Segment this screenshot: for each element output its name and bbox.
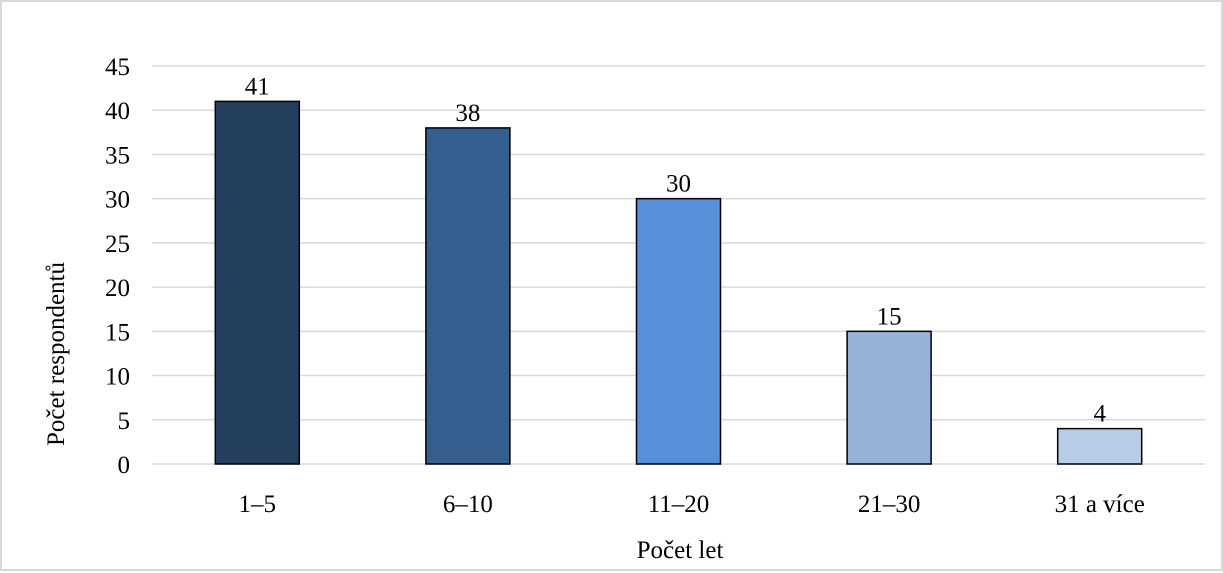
y-tick-label: 35 xyxy=(105,142,130,169)
bar xyxy=(1056,427,1143,465)
bars xyxy=(214,100,1143,465)
x-axis-title: Počet let xyxy=(637,537,724,564)
data-label: 41 xyxy=(245,73,270,100)
bar xyxy=(635,197,722,465)
data-label: 38 xyxy=(455,100,480,127)
x-tick-label: 31 a více xyxy=(1055,491,1145,518)
y-tick-label: 5 xyxy=(118,408,131,435)
data-label: 15 xyxy=(877,303,902,330)
y-tick-label: 15 xyxy=(105,319,130,346)
y-tick-label: 40 xyxy=(105,98,130,125)
y-axis-title: Počet respondentů xyxy=(43,262,70,446)
y-tick-label: 20 xyxy=(105,275,130,302)
data-label: 30 xyxy=(666,171,691,198)
x-tick-label: 21–30 xyxy=(858,491,921,518)
y-tick-label: 25 xyxy=(105,231,130,258)
y-tick-label: 0 xyxy=(118,452,131,479)
y-tick-label: 45 xyxy=(105,54,130,81)
bar xyxy=(846,330,932,465)
x-tick-label: 6–10 xyxy=(443,491,493,518)
x-tick-label: 1–5 xyxy=(239,491,277,518)
bar xyxy=(214,100,301,465)
data-label: 4 xyxy=(1093,401,1106,428)
x-tick-label: 11–20 xyxy=(648,491,710,518)
x-tick-labels: 1–5 6–10 11–20 21–30 31 a více xyxy=(239,491,1145,518)
y-tick-label: 10 xyxy=(105,364,130,391)
data-labels: 41 38 30 15 4 xyxy=(245,73,1107,427)
y-tick-label: 30 xyxy=(105,187,130,214)
bar xyxy=(425,127,511,465)
y-tick-labels: 0 5 10 15 20 25 30 35 40 45 xyxy=(105,54,130,479)
